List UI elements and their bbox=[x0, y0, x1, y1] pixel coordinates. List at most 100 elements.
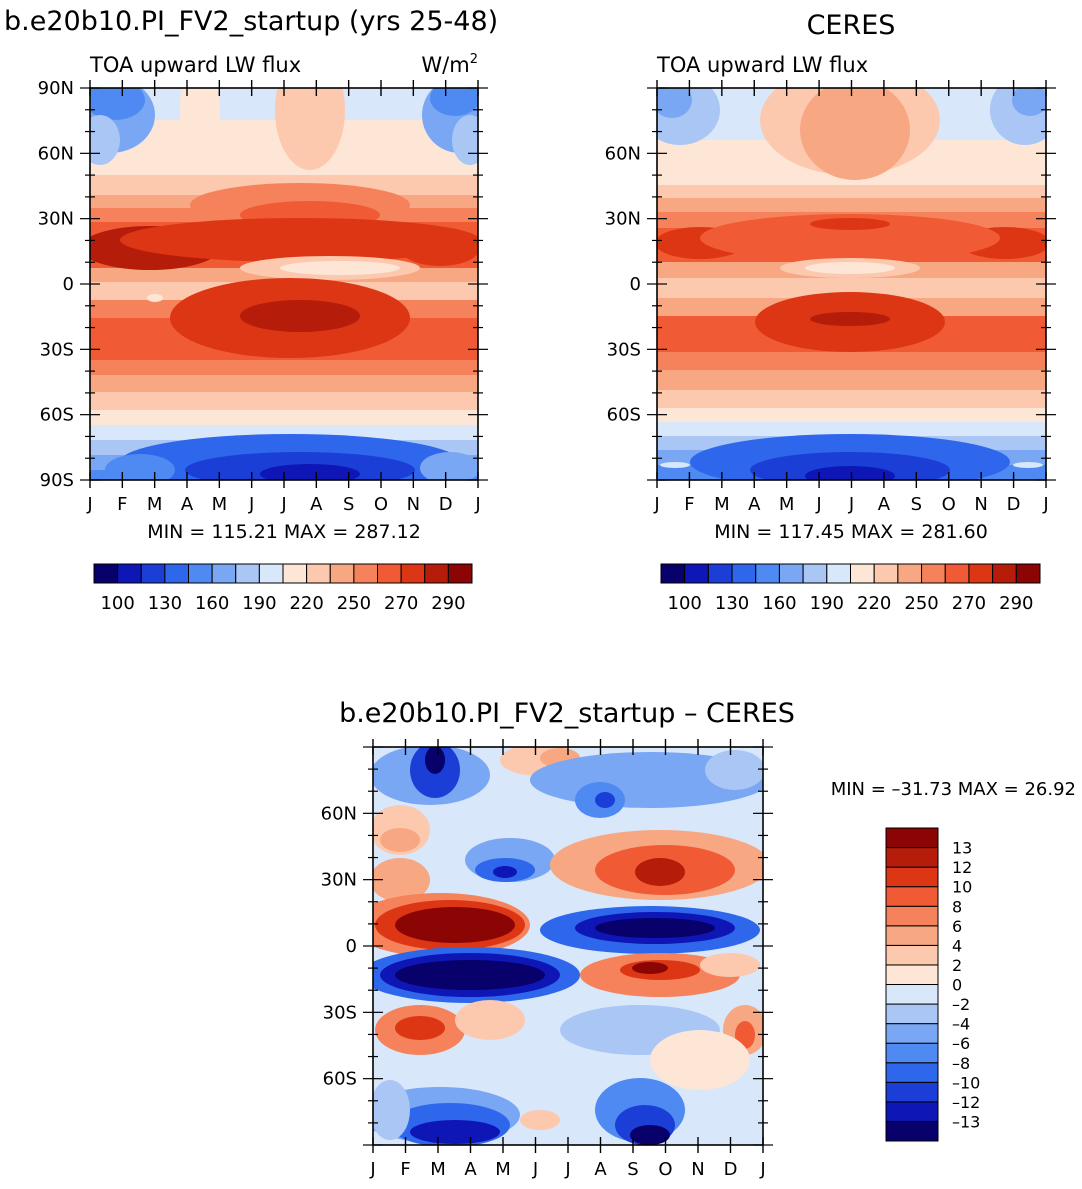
colorbar-label: –8 bbox=[952, 1054, 970, 1073]
x-tick-label: N bbox=[691, 1159, 704, 1180]
colorbar-label: 100 bbox=[100, 593, 134, 614]
colorbar-swatch bbox=[306, 563, 331, 584]
diff-field bbox=[373, 747, 763, 1145]
contour-blob bbox=[90, 115, 120, 165]
contour-band bbox=[657, 370, 1046, 390]
model-left-label: TOA upward LW flux bbox=[89, 53, 301, 77]
y-tick-label: 30S bbox=[607, 339, 641, 360]
contour-band bbox=[657, 278, 1046, 298]
y-tick-label: 60S bbox=[40, 405, 74, 426]
colorbar-label: 2 bbox=[952, 956, 962, 975]
colorbar-label: –10 bbox=[952, 1073, 980, 1092]
colorbar-swatch bbox=[778, 563, 804, 584]
contour-blob bbox=[240, 300, 360, 332]
y-tick-label: 60S bbox=[323, 1069, 357, 1090]
x-tick-label: J bbox=[1042, 494, 1048, 515]
colorbar-swatch bbox=[235, 563, 260, 584]
contour-blob bbox=[800, 88, 910, 180]
contour-blob bbox=[805, 466, 895, 480]
x-tick-label: S bbox=[343, 494, 354, 515]
colorbar-label: 12 bbox=[952, 858, 972, 877]
y-tick-label: 30N bbox=[38, 209, 74, 230]
x-tick-label: J bbox=[532, 1159, 538, 1180]
ceres-min-max: MIN = 117.45 MAX = 281.60 bbox=[714, 521, 988, 543]
model-panel: b.e20b10.PI_FV2_startup (yrs 25-48) TOA … bbox=[4, 6, 498, 614]
colorbar-swatch bbox=[885, 1120, 939, 1142]
colorbar-label: –4 bbox=[952, 1015, 970, 1034]
contour-blob bbox=[90, 88, 145, 120]
contour-band bbox=[657, 352, 1046, 370]
contour-blob bbox=[395, 907, 515, 943]
x-tick-label: J bbox=[248, 494, 254, 515]
x-tick-label: M bbox=[430, 1159, 446, 1180]
colorbar-label: 250 bbox=[904, 593, 938, 614]
contour-blob bbox=[105, 454, 175, 480]
y-tick-label: 60N bbox=[605, 143, 641, 164]
colorbar-swatch bbox=[140, 563, 166, 584]
colorbar-swatch bbox=[885, 905, 939, 927]
x-tick-label: J bbox=[86, 494, 92, 515]
y-tick-label: 0 bbox=[346, 936, 357, 957]
colorbar-swatch bbox=[850, 563, 875, 584]
diff-min-max: MIN = –31.73 MAX = 26.92 bbox=[831, 779, 1076, 800]
colorbar-swatch bbox=[258, 563, 284, 584]
contour-blob bbox=[657, 88, 692, 118]
colorbar-swatch bbox=[885, 847, 939, 868]
x-tick-label: A bbox=[594, 1159, 607, 1180]
contour-band bbox=[657, 390, 1046, 408]
colorbar-swatch bbox=[885, 1062, 939, 1083]
x-tick-label: A bbox=[748, 494, 761, 515]
colorbar-label: 270 bbox=[952, 593, 986, 614]
ceres-panel: CERES TOA upward LW flux J F M A M J J A S O N D J60… bbox=[605, 10, 1056, 614]
x-tick-label: D bbox=[439, 494, 453, 515]
contour-band bbox=[90, 150, 478, 175]
colorbar-swatch bbox=[707, 563, 733, 584]
colorbar-label: 250 bbox=[337, 593, 371, 614]
x-tick-label: O bbox=[658, 1159, 672, 1180]
colorbar-swatch bbox=[117, 563, 142, 584]
colorbar-swatch bbox=[802, 563, 828, 584]
colorbar-label: 220 bbox=[289, 593, 323, 614]
contour-blob bbox=[635, 858, 685, 886]
contour-blob bbox=[630, 1125, 670, 1145]
colorbar-label: –12 bbox=[952, 1093, 980, 1112]
colorbar-swatch bbox=[660, 563, 686, 584]
contour-blob bbox=[420, 452, 478, 480]
contour-band bbox=[657, 198, 1046, 212]
colorbar-swatch bbox=[885, 1081, 939, 1103]
colorbar-label: 100 bbox=[668, 593, 702, 614]
colorbar-label: 270 bbox=[384, 593, 418, 614]
contour-band bbox=[657, 185, 1046, 198]
contour-blob bbox=[280, 261, 400, 275]
colorbar-swatch bbox=[164, 563, 189, 584]
y-tick-label: 60S bbox=[607, 405, 641, 426]
contour-blob bbox=[410, 1120, 500, 1144]
model-units-label: W/m2 bbox=[421, 52, 478, 77]
contour-blob bbox=[493, 866, 517, 878]
x-tick-label: J bbox=[653, 494, 659, 515]
contour-blob bbox=[452, 115, 478, 165]
x-tick-label: J bbox=[848, 494, 854, 515]
contour-blob bbox=[430, 88, 478, 116]
y-tick-label: 60N bbox=[321, 803, 357, 824]
contour-blob bbox=[373, 858, 430, 902]
colorbar-swatch bbox=[885, 1023, 939, 1044]
y-tick-label: 30S bbox=[323, 1002, 357, 1023]
colorbar-label: 220 bbox=[857, 593, 891, 614]
colorbar-swatch bbox=[885, 1042, 939, 1064]
colorbar-swatch bbox=[684, 563, 709, 584]
model-min-max: MIN = 115.21 MAX = 287.12 bbox=[147, 521, 421, 543]
model-colorbar: 100 130 160 190 220 250 270 290 bbox=[93, 563, 473, 614]
x-tick-label: J bbox=[759, 1159, 765, 1180]
colorbar-swatch bbox=[329, 563, 355, 584]
contour-blob bbox=[395, 960, 545, 990]
contour-blob bbox=[120, 218, 478, 262]
colorbar-label: 13 bbox=[952, 839, 972, 858]
ceres-title: CERES bbox=[807, 10, 896, 41]
colorbar-label: 190 bbox=[242, 593, 276, 614]
y-tick-label: 30S bbox=[40, 339, 74, 360]
ceres-left-label: TOA upward LW flux bbox=[656, 53, 868, 77]
